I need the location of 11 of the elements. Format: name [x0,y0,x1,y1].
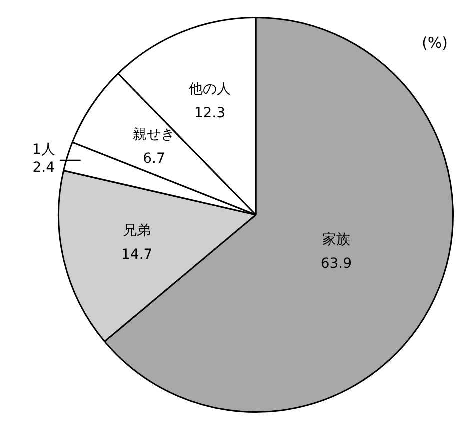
data-label: 63.9 [320,256,352,272]
data-label: 12.3 [194,105,226,122]
text: (%) [422,34,448,52]
data-label: 6.7 [143,150,166,167]
slice-label: 家族 [322,232,350,248]
slice-label: 1人 [32,142,56,158]
slice-label: 他の人 [188,81,231,98]
slice-label: 親せき [133,126,176,143]
data-label: 14.7 [122,247,153,264]
data-label: 2.4 [32,160,56,176]
slice-label: 兄弟 [123,223,152,240]
